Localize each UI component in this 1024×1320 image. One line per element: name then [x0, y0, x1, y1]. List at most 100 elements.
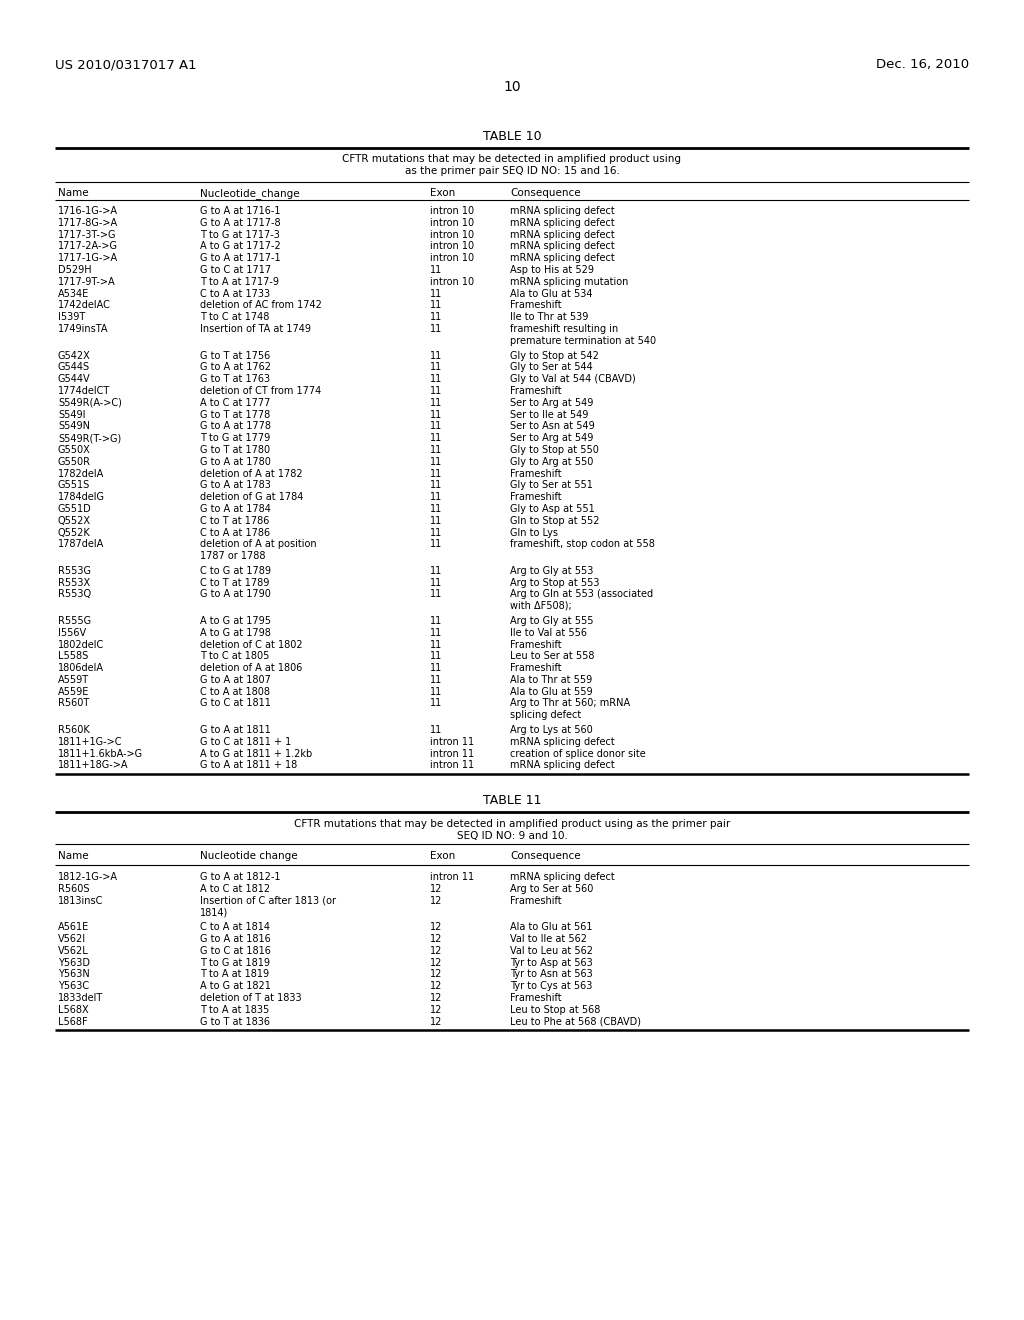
- Text: 1811+18G->A: 1811+18G->A: [58, 760, 128, 771]
- Text: Ala to Thr at 559: Ala to Thr at 559: [510, 675, 592, 685]
- Text: A to G at 1811 + 1.2kb: A to G at 1811 + 1.2kb: [200, 748, 312, 759]
- Text: G to T at 1778: G to T at 1778: [200, 409, 270, 420]
- Text: Gly to Asp at 551: Gly to Asp at 551: [510, 504, 595, 513]
- Text: G to A at 1812-1: G to A at 1812-1: [200, 873, 281, 882]
- Text: intron 10: intron 10: [430, 230, 474, 240]
- Text: 1787 or 1788: 1787 or 1788: [200, 550, 265, 561]
- Text: T to C at 1748: T to C at 1748: [200, 313, 269, 322]
- Text: Tyr to Cys at 563: Tyr to Cys at 563: [510, 981, 592, 991]
- Text: Arg to Thr at 560; mRNA: Arg to Thr at 560; mRNA: [510, 698, 630, 709]
- Text: G544V: G544V: [58, 374, 91, 384]
- Text: intron 10: intron 10: [430, 253, 474, 263]
- Text: 12: 12: [430, 969, 442, 979]
- Text: G to A at 1762: G to A at 1762: [200, 362, 271, 372]
- Text: 11: 11: [430, 433, 442, 444]
- Text: mRNA splicing defect: mRNA splicing defect: [510, 760, 614, 771]
- Text: 1811+1G->C: 1811+1G->C: [58, 737, 123, 747]
- Text: 11: 11: [430, 351, 442, 360]
- Text: Y563C: Y563C: [58, 981, 89, 991]
- Text: premature termination at 540: premature termination at 540: [510, 335, 656, 346]
- Text: deletion of AC from 1742: deletion of AC from 1742: [200, 301, 322, 310]
- Text: T to A at 1819: T to A at 1819: [200, 969, 269, 979]
- Text: 1717-2A->G: 1717-2A->G: [58, 242, 118, 251]
- Text: deletion of A at 1782: deletion of A at 1782: [200, 469, 303, 479]
- Text: G551D: G551D: [58, 504, 92, 513]
- Text: Insertion of TA at 1749: Insertion of TA at 1749: [200, 323, 311, 334]
- Text: G to A at 1790: G to A at 1790: [200, 590, 271, 599]
- Text: 12: 12: [430, 1005, 442, 1015]
- Text: Dec. 16, 2010: Dec. 16, 2010: [876, 58, 969, 71]
- Text: G to A at 1717-1: G to A at 1717-1: [200, 253, 281, 263]
- Text: V562I: V562I: [58, 935, 86, 944]
- Text: intron 11: intron 11: [430, 873, 474, 882]
- Text: splicing defect: splicing defect: [510, 710, 582, 719]
- Text: frameshift, stop codon at 558: frameshift, stop codon at 558: [510, 540, 655, 549]
- Text: Leu to Phe at 568 (CBAVD): Leu to Phe at 568 (CBAVD): [510, 1016, 641, 1027]
- Text: G to A at 1780: G to A at 1780: [200, 457, 271, 467]
- Text: D529H: D529H: [58, 265, 91, 275]
- Text: 11: 11: [430, 469, 442, 479]
- Text: A559E: A559E: [58, 686, 89, 697]
- Text: intron 10: intron 10: [430, 218, 474, 228]
- Text: Gly to Ser at 551: Gly to Ser at 551: [510, 480, 593, 490]
- Text: 11: 11: [430, 409, 442, 420]
- Text: A to C at 1777: A to C at 1777: [200, 397, 270, 408]
- Text: Exon: Exon: [430, 187, 456, 198]
- Text: Consequence: Consequence: [510, 187, 581, 198]
- Text: 11: 11: [430, 616, 442, 626]
- Text: 1806delA: 1806delA: [58, 663, 104, 673]
- Text: intron 11: intron 11: [430, 760, 474, 771]
- Text: G to A at 1807: G to A at 1807: [200, 675, 271, 685]
- Text: Arg to Gly at 553: Arg to Gly at 553: [510, 566, 593, 576]
- Text: Leu to Stop at 568: Leu to Stop at 568: [510, 1005, 600, 1015]
- Text: 11: 11: [430, 628, 442, 638]
- Text: Gln to Lys: Gln to Lys: [510, 528, 558, 537]
- Text: V562L: V562L: [58, 946, 89, 956]
- Text: G to A at 1784: G to A at 1784: [200, 504, 271, 513]
- Text: Ile to Val at 556: Ile to Val at 556: [510, 628, 587, 638]
- Text: 11: 11: [430, 675, 442, 685]
- Text: Arg to Ser at 560: Arg to Ser at 560: [510, 884, 593, 894]
- Text: G to A at 1783: G to A at 1783: [200, 480, 271, 490]
- Text: deletion of A at position: deletion of A at position: [200, 540, 316, 549]
- Text: 11: 11: [430, 590, 442, 599]
- Text: 11: 11: [430, 725, 442, 735]
- Text: 12: 12: [430, 993, 442, 1003]
- Text: 1812-1G->A: 1812-1G->A: [58, 873, 118, 882]
- Text: TABLE 11: TABLE 11: [482, 795, 542, 808]
- Text: R560T: R560T: [58, 698, 89, 709]
- Text: R553G: R553G: [58, 566, 91, 576]
- Text: deletion of C at 1802: deletion of C at 1802: [200, 639, 303, 649]
- Text: Frameshift: Frameshift: [510, 993, 561, 1003]
- Text: Gly to Arg at 550: Gly to Arg at 550: [510, 457, 593, 467]
- Text: G to A at 1811: G to A at 1811: [200, 725, 270, 735]
- Text: deletion of A at 1806: deletion of A at 1806: [200, 663, 302, 673]
- Text: 12: 12: [430, 1016, 442, 1027]
- Text: Gly to Val at 544 (CBAVD): Gly to Val at 544 (CBAVD): [510, 374, 636, 384]
- Text: 11: 11: [430, 686, 442, 697]
- Text: S549R(A->C): S549R(A->C): [58, 397, 122, 408]
- Text: 1814): 1814): [200, 907, 228, 917]
- Text: Q552X: Q552X: [58, 516, 91, 525]
- Text: Val to Ile at 562: Val to Ile at 562: [510, 935, 587, 944]
- Text: A to G at 1821: A to G at 1821: [200, 981, 271, 991]
- Text: C to A at 1814: C to A at 1814: [200, 923, 270, 932]
- Text: 1833delT: 1833delT: [58, 993, 103, 1003]
- Text: C to A at 1808: C to A at 1808: [200, 686, 270, 697]
- Text: A to C at 1812: A to C at 1812: [200, 884, 270, 894]
- Text: Arg to Lys at 560: Arg to Lys at 560: [510, 725, 593, 735]
- Text: 11: 11: [430, 516, 442, 525]
- Text: G to T at 1780: G to T at 1780: [200, 445, 270, 455]
- Text: mRNA splicing defect: mRNA splicing defect: [510, 242, 614, 251]
- Text: 11: 11: [430, 651, 442, 661]
- Text: T to C at 1805: T to C at 1805: [200, 651, 269, 661]
- Text: 12: 12: [430, 935, 442, 944]
- Text: Ala to Glu at 534: Ala to Glu at 534: [510, 289, 593, 298]
- Text: TABLE 10: TABLE 10: [482, 129, 542, 143]
- Text: Arg to Gly at 555: Arg to Gly at 555: [510, 616, 594, 626]
- Text: Y563N: Y563N: [58, 969, 90, 979]
- Text: CFTR mutations that may be detected in amplified product using as the primer pai: CFTR mutations that may be detected in a…: [294, 820, 730, 841]
- Text: T to G at 1717-3: T to G at 1717-3: [200, 230, 280, 240]
- Text: S549I: S549I: [58, 409, 85, 420]
- Text: Nucleotide change: Nucleotide change: [200, 851, 298, 861]
